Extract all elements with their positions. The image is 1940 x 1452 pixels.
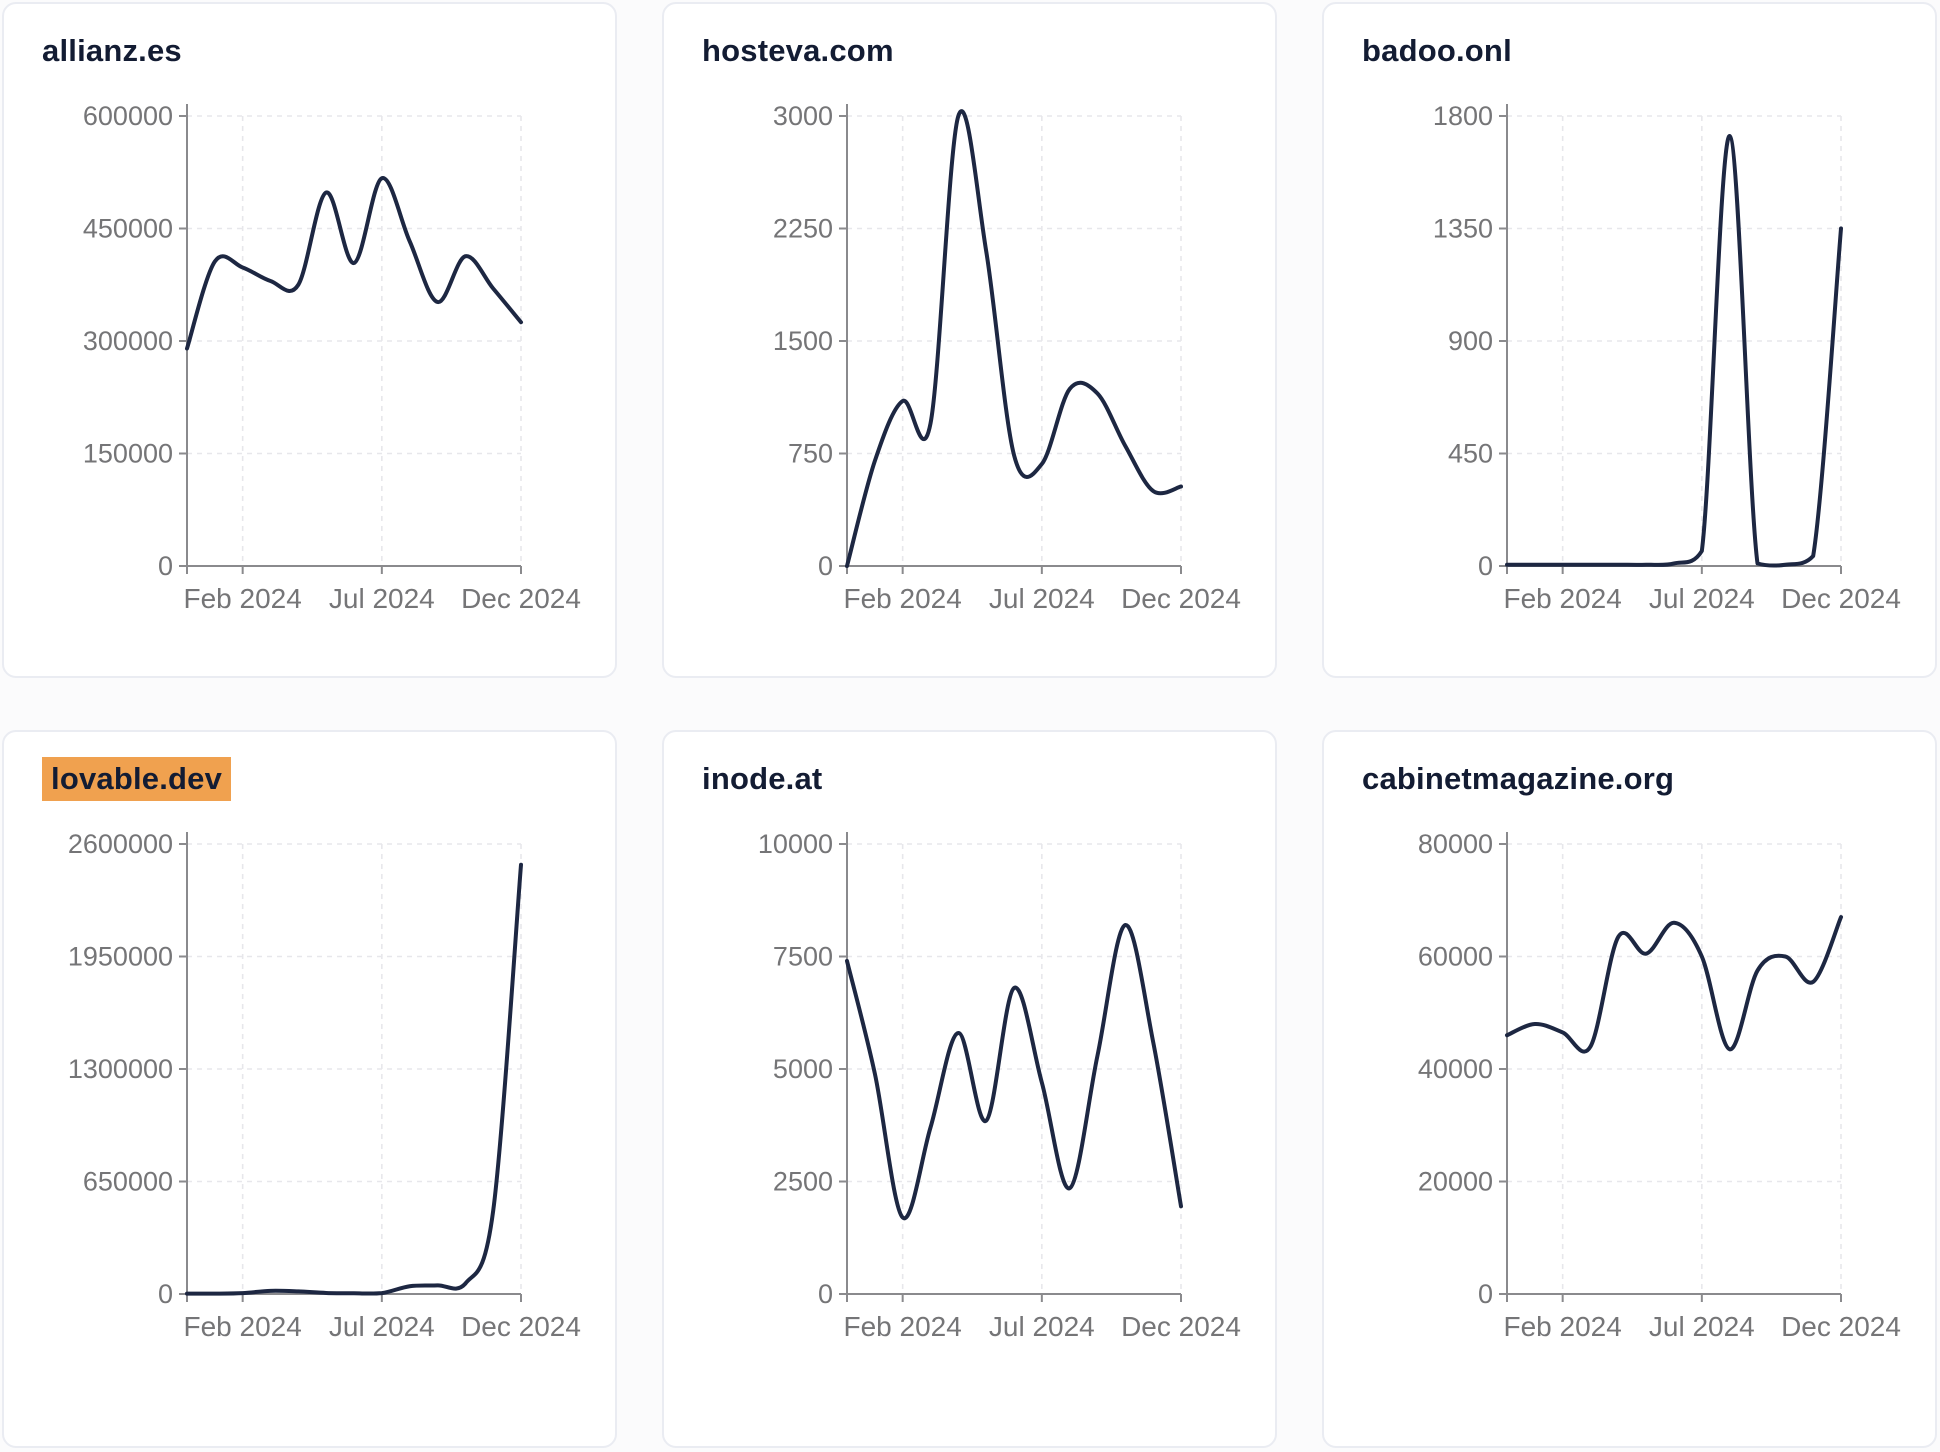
x-tick-label: Feb 2024 [844, 583, 962, 614]
chart-card-badoo: badoo.onl 0 450 900 1350 1800 Feb 2024 Jul 202… [1322, 2, 1937, 678]
y-tick-label: 1800 [1433, 101, 1493, 131]
traffic-series-line [1505, 915, 1843, 1054]
y-tick-label: 0 [158, 551, 173, 581]
x-tick-label: Jul 2024 [329, 583, 435, 614]
chart-title: allianz.es [42, 30, 615, 72]
traffic-series-line [1505, 133, 1843, 568]
x-tick-label: Jul 2024 [1649, 583, 1755, 614]
x-tick-label: Dec 2024 [461, 1311, 581, 1342]
chart-card-inode: inode.at 0 2500 5000 7500 10000 Feb 2024 Jul 2… [662, 730, 1277, 1448]
x-tick-label: Feb 2024 [844, 1311, 962, 1342]
x-tick-label: Dec 2024 [461, 583, 581, 614]
y-tick-label: 2500 [773, 1167, 833, 1197]
x-tick-label: Dec 2024 [1121, 583, 1241, 614]
traffic-series-line [185, 176, 523, 351]
y-tick-label: 150000 [83, 439, 173, 469]
domain-title-label: allianz.es [42, 33, 182, 68]
y-tick-label: 300000 [83, 326, 173, 356]
x-tick-label: Feb 2024 [1504, 1311, 1622, 1342]
x-tick-label: Jul 2024 [1649, 1311, 1755, 1342]
traffic-series-line [845, 109, 1183, 568]
x-tick-label: Jul 2024 [989, 583, 1095, 614]
y-tick-label: 0 [1478, 1279, 1493, 1309]
y-tick-label: 600000 [83, 101, 173, 131]
x-tick-label: Dec 2024 [1781, 583, 1901, 614]
y-tick-label: 2600000 [68, 829, 173, 859]
chart-title: cabinetmagazine.org [1362, 758, 1935, 800]
y-tick-label: 0 [1478, 551, 1493, 581]
line-chart-allianz: 0 150000 300000 450000 600000 Feb 2024 Jul 202… [83, 101, 581, 614]
chart-card-hosteva: hosteva.com 0 750 1500 2250 3000 Feb 2024 Jul … [662, 2, 1277, 678]
traffic-series-line [845, 923, 1183, 1221]
y-tick-label: 60000 [1418, 942, 1493, 972]
domain-title-label: cabinetmagazine.org [1362, 761, 1675, 796]
domain-title-label-highlighted: lovable.dev [42, 757, 232, 801]
y-tick-label: 450000 [83, 214, 173, 244]
y-tick-label: 650000 [83, 1167, 173, 1197]
x-tick-label: Feb 2024 [184, 1311, 302, 1342]
y-tick-label: 1950000 [68, 942, 173, 972]
chart-title: badoo.onl [1362, 30, 1935, 72]
chart-title: inode.at [702, 758, 1275, 800]
y-tick-label: 0 [818, 1279, 833, 1309]
x-tick-label: Jul 2024 [989, 1311, 1095, 1342]
y-tick-label: 80000 [1418, 829, 1493, 859]
chart-card-cabinetmagazine: cabinetmagazine.org 0 20000 40000 60000 8000… [1322, 730, 1937, 1448]
line-chart-cabinetmagazine: 0 20000 40000 60000 80000 Feb 2024 Jul 2024 Dec… [1418, 829, 1901, 1342]
x-tick-label: Feb 2024 [184, 583, 302, 614]
line-chart-badoo: 0 450 900 1350 1800 Feb 2024 Jul 2024 Dec 2024 [1433, 101, 1901, 614]
chart-card-lovable: lovable.dev 0 650000 1300000 1950000 2600000… [2, 730, 617, 1448]
chart-title: lovable.dev [42, 757, 615, 801]
y-tick-label: 10000 [758, 829, 833, 859]
domain-title-label: badoo.onl [1362, 33, 1512, 68]
y-tick-label: 1350 [1433, 214, 1493, 244]
y-tick-label: 5000 [773, 1054, 833, 1084]
x-tick-label: Dec 2024 [1121, 1311, 1241, 1342]
y-tick-label: 450 [1448, 439, 1493, 469]
x-tick-label: Feb 2024 [1504, 583, 1622, 614]
domain-title-label: hosteva.com [702, 33, 894, 68]
chart-card-allianz: allianz.es 0 150000 300000 450000 600000 Feb … [2, 2, 617, 678]
y-tick-label: 20000 [1418, 1167, 1493, 1197]
y-tick-label: 40000 [1418, 1054, 1493, 1084]
y-tick-label: 750 [788, 439, 833, 469]
y-tick-label: 900 [1448, 326, 1493, 356]
line-chart-inode: 0 2500 5000 7500 10000 Feb 2024 Jul 2024 Dec 20… [758, 829, 1241, 1342]
y-tick-label: 1500 [773, 326, 833, 356]
y-tick-label: 0 [818, 551, 833, 581]
y-tick-label: 1300000 [68, 1054, 173, 1084]
y-tick-label: 3000 [773, 101, 833, 131]
y-tick-label: 0 [158, 1279, 173, 1309]
y-tick-label: 7500 [773, 942, 833, 972]
line-chart-lovable: 0 650000 1300000 1950000 2600000 Feb 2024 Jul … [68, 829, 581, 1342]
traffic-series-line [185, 862, 523, 1296]
chart-title: hosteva.com [702, 30, 1275, 72]
line-chart-hosteva: 0 750 1500 2250 3000 Feb 2024 Jul 2024 Dec 2024 [773, 101, 1241, 614]
x-tick-label: Jul 2024 [329, 1311, 435, 1342]
x-tick-label: Dec 2024 [1781, 1311, 1901, 1342]
domain-title-label: inode.at [702, 761, 823, 796]
y-tick-label: 2250 [773, 214, 833, 244]
